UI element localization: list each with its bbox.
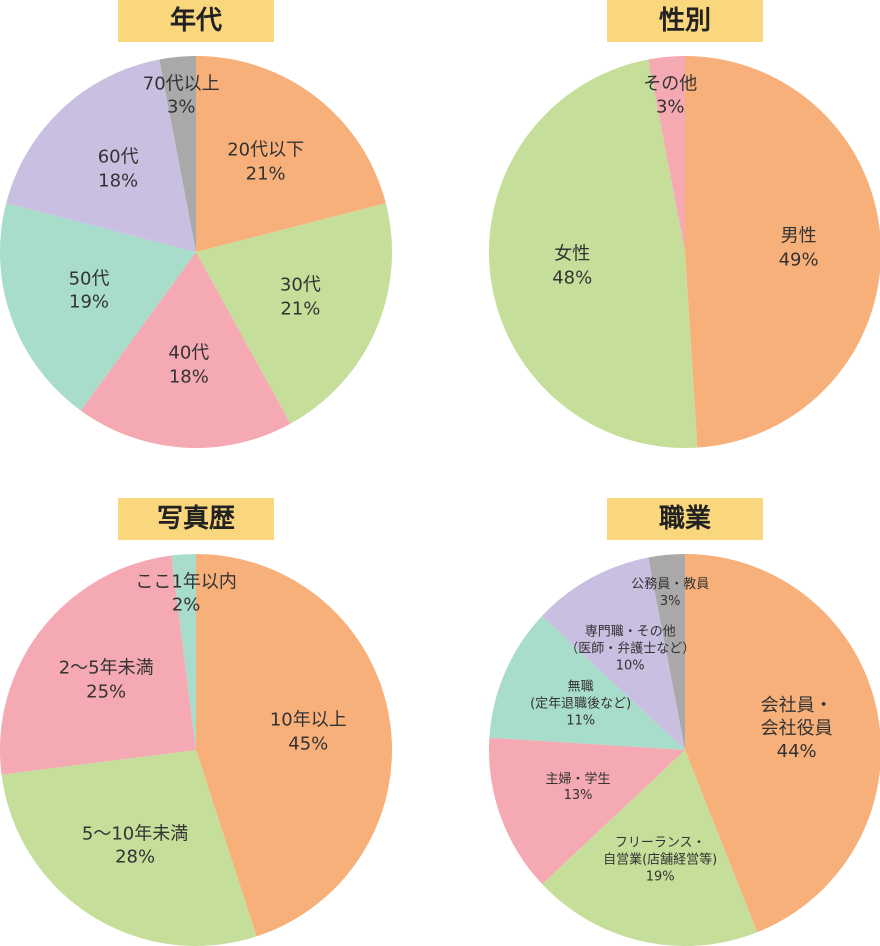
- pie-slice: [489, 615, 685, 750]
- pie-slice: [648, 56, 685, 252]
- slice-label: 男性 49%: [779, 225, 819, 272]
- category-label: 50代: [68, 268, 110, 290]
- chart-title: 年代: [118, 0, 274, 42]
- category-label: 40代: [168, 343, 210, 365]
- category-label: 20代以下: [227, 139, 305, 161]
- category-label: 60代: [97, 146, 139, 168]
- pie-slice: [0, 203, 196, 411]
- pie-slice: [1, 750, 257, 946]
- category-label: 30代: [279, 274, 321, 296]
- slice-label: 20代以下 21%: [227, 139, 304, 186]
- pie-slice: [0, 555, 197, 775]
- value-label: 28%: [115, 846, 156, 868]
- value-label: 2%: [171, 594, 201, 616]
- value-label: 18%: [98, 170, 139, 192]
- value-label: 3%: [655, 96, 685, 118]
- slice-label: 会社員・会社役員 44%: [755, 694, 838, 764]
- slice-label: 女性 48%: [552, 243, 592, 290]
- chart-title: 写真歴: [118, 498, 274, 540]
- pie-slice: [685, 554, 880, 933]
- chart-title: 職業: [607, 498, 763, 540]
- value-label: 21%: [245, 163, 286, 185]
- slice-label: 50代 19%: [69, 267, 110, 314]
- pie-slice: [542, 557, 685, 750]
- category-label: 無職 (定年退職後など): [530, 679, 632, 712]
- slice-label: ここ1年以内 2%: [135, 570, 236, 617]
- value-label: 13%: [563, 788, 593, 804]
- pie-slice: [171, 554, 196, 750]
- slice-label: 70代以上 3%: [143, 73, 220, 120]
- slice-label: 60代 18%: [98, 146, 139, 193]
- slice-label: 2〜5年未満 25%: [59, 657, 154, 704]
- value-label: 49%: [778, 249, 819, 271]
- value-label: 11%: [566, 713, 596, 729]
- pie-slice: [6, 59, 197, 253]
- category-label: 5〜10年未満: [81, 823, 189, 845]
- category-label: 専門職・その他 （医師・弁護士など）: [565, 625, 696, 657]
- value-label: 10%: [615, 658, 645, 674]
- slice-label: その他 3%: [643, 73, 697, 120]
- value-label: 21%: [280, 298, 321, 320]
- slice-label: 主婦・学生 13%: [546, 772, 611, 806]
- category-label: 公務員・教員: [631, 577, 710, 592]
- pie-slice: [196, 203, 392, 424]
- category-label: 10年以上: [269, 709, 347, 731]
- category-label: その他: [643, 73, 698, 95]
- value-label: 3%: [659, 593, 681, 609]
- pie-slice: [159, 56, 196, 252]
- pie-slice: [80, 252, 291, 448]
- slice-label: 公務員・教員 3%: [631, 577, 709, 611]
- value-label: 3%: [166, 96, 196, 118]
- slice-label: 専門職・その他 （医師・弁護士など） 10%: [565, 625, 695, 676]
- pie-slice: [489, 737, 685, 885]
- slice-label: 5〜10年未満 28%: [82, 823, 188, 870]
- value-label: 44%: [776, 741, 817, 763]
- pie-slice: [542, 750, 758, 946]
- slice-label: 無職 (定年退職後など) 11%: [530, 680, 631, 731]
- value-label: 19%: [69, 291, 110, 313]
- pie-slice: [196, 56, 386, 252]
- category-label: 男性: [780, 226, 817, 248]
- slice-label: 10年以上 45%: [270, 709, 347, 756]
- slice-label: 30代 21%: [280, 274, 321, 321]
- category-label: フリーランス・ 自営業(店舗経営等): [603, 835, 718, 868]
- pie-slice: [685, 56, 880, 448]
- chart-title: 性別: [607, 0, 763, 42]
- category-label: 会社員・会社役員: [760, 694, 833, 739]
- pie-slice: [488, 59, 698, 448]
- value-label: 45%: [288, 733, 329, 755]
- slice-label: フリーランス・ 自営業(店舗経営等) 19%: [603, 836, 717, 887]
- category-label: 2〜5年未満: [58, 657, 154, 679]
- value-label: 19%: [645, 869, 675, 885]
- value-label: 18%: [168, 366, 209, 388]
- category-label: 70代以上: [142, 73, 220, 95]
- category-label: ここ1年以内: [135, 571, 237, 593]
- category-label: 女性: [554, 243, 591, 265]
- category-label: 主婦・学生: [545, 771, 611, 787]
- value-label: 25%: [86, 681, 127, 703]
- pie-slice: [196, 554, 392, 937]
- slice-label: 40代 18%: [168, 342, 209, 389]
- value-label: 48%: [552, 267, 593, 289]
- pie-slice: [648, 554, 685, 750]
